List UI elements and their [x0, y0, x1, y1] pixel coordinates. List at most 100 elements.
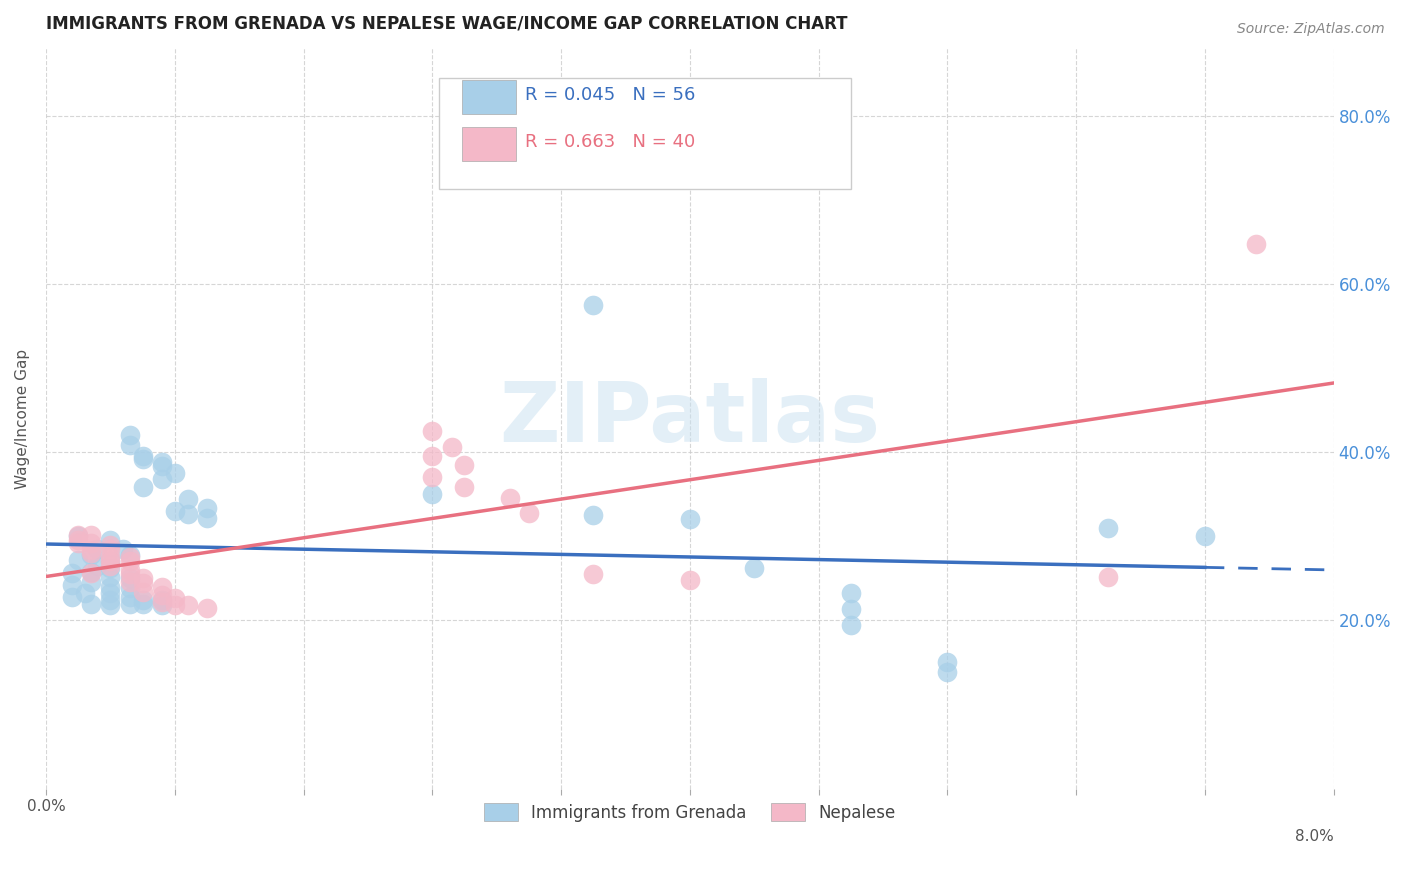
Point	[80, 574, 103, 589]
Point	[98, 580, 121, 594]
Point	[118, 597, 141, 611]
Point	[163, 466, 186, 480]
Point	[98, 554, 121, 568]
Point	[98, 598, 121, 612]
Point	[163, 504, 186, 518]
Point	[150, 472, 173, 486]
Point	[582, 508, 605, 523]
Point	[839, 586, 862, 600]
Point	[131, 597, 153, 611]
Point	[98, 586, 121, 600]
Point	[150, 593, 173, 607]
Point	[582, 298, 605, 312]
Point	[98, 554, 121, 568]
Point	[440, 440, 463, 454]
Text: R = 0.045   N = 56: R = 0.045 N = 56	[524, 86, 696, 104]
Point	[60, 566, 83, 581]
Point	[67, 529, 90, 543]
Point	[80, 566, 103, 581]
Point	[80, 548, 103, 562]
Point	[118, 571, 141, 585]
Point	[118, 438, 141, 452]
Point	[98, 558, 121, 573]
Point	[420, 450, 443, 464]
Point	[67, 536, 90, 550]
Point	[150, 580, 173, 594]
Point	[67, 533, 90, 547]
Point	[98, 541, 121, 556]
Point	[517, 506, 540, 520]
Point	[98, 593, 121, 607]
Point	[1097, 521, 1119, 535]
Point	[742, 561, 765, 575]
Point	[73, 586, 96, 600]
Point	[195, 500, 218, 515]
Point	[131, 451, 153, 466]
Point	[86, 558, 108, 573]
Point	[839, 601, 862, 615]
Point	[80, 565, 103, 579]
Point	[582, 567, 605, 582]
Point	[131, 584, 153, 599]
Point	[118, 548, 141, 562]
Y-axis label: Wage/Income Gap: Wage/Income Gap	[15, 349, 30, 489]
Point	[936, 656, 959, 670]
Point	[679, 573, 702, 587]
Point	[118, 563, 141, 577]
Point	[118, 590, 141, 604]
Point	[420, 470, 443, 484]
Text: 8.0%: 8.0%	[1295, 830, 1334, 844]
Point	[67, 527, 90, 541]
Point	[131, 450, 153, 464]
Point	[67, 553, 90, 567]
Point	[98, 550, 121, 565]
Point	[498, 491, 520, 506]
Point	[98, 569, 121, 583]
Point	[80, 527, 103, 541]
Point	[150, 588, 173, 602]
Point	[163, 591, 186, 606]
Point	[163, 598, 186, 612]
Point	[131, 576, 153, 591]
Point	[118, 567, 141, 582]
Point	[131, 480, 153, 494]
Point	[839, 618, 862, 632]
Point	[420, 487, 443, 501]
Point	[80, 597, 103, 611]
Point	[60, 578, 83, 592]
Point	[131, 593, 153, 607]
Point	[118, 575, 141, 590]
Point	[131, 571, 153, 585]
Point	[420, 424, 443, 438]
Point	[679, 512, 702, 526]
Point	[118, 581, 141, 595]
Point	[195, 510, 218, 524]
Point	[80, 542, 103, 557]
Point	[118, 428, 141, 442]
Text: Source: ZipAtlas.com: Source: ZipAtlas.com	[1237, 22, 1385, 37]
Point	[176, 598, 198, 612]
Point	[98, 539, 121, 553]
Point	[150, 455, 173, 469]
Point	[1246, 236, 1268, 251]
Point	[80, 536, 103, 550]
Text: R = 0.663   N = 40: R = 0.663 N = 40	[524, 134, 695, 152]
Point	[936, 665, 959, 680]
Point	[150, 595, 173, 609]
Point	[118, 550, 141, 565]
Point	[176, 492, 198, 507]
Point	[112, 541, 135, 556]
Point	[80, 546, 103, 560]
Point	[453, 480, 475, 494]
Point	[150, 458, 173, 473]
Point	[98, 533, 121, 548]
Point	[453, 458, 475, 472]
Point	[195, 600, 218, 615]
Point	[1194, 529, 1216, 543]
FancyBboxPatch shape	[439, 78, 851, 189]
Point	[176, 508, 198, 522]
FancyBboxPatch shape	[463, 127, 516, 161]
Text: IMMIGRANTS FROM GRENADA VS NEPALESE WAGE/INCOME GAP CORRELATION CHART: IMMIGRANTS FROM GRENADA VS NEPALESE WAGE…	[46, 15, 848, 33]
Point	[86, 541, 108, 556]
Point	[98, 561, 121, 575]
